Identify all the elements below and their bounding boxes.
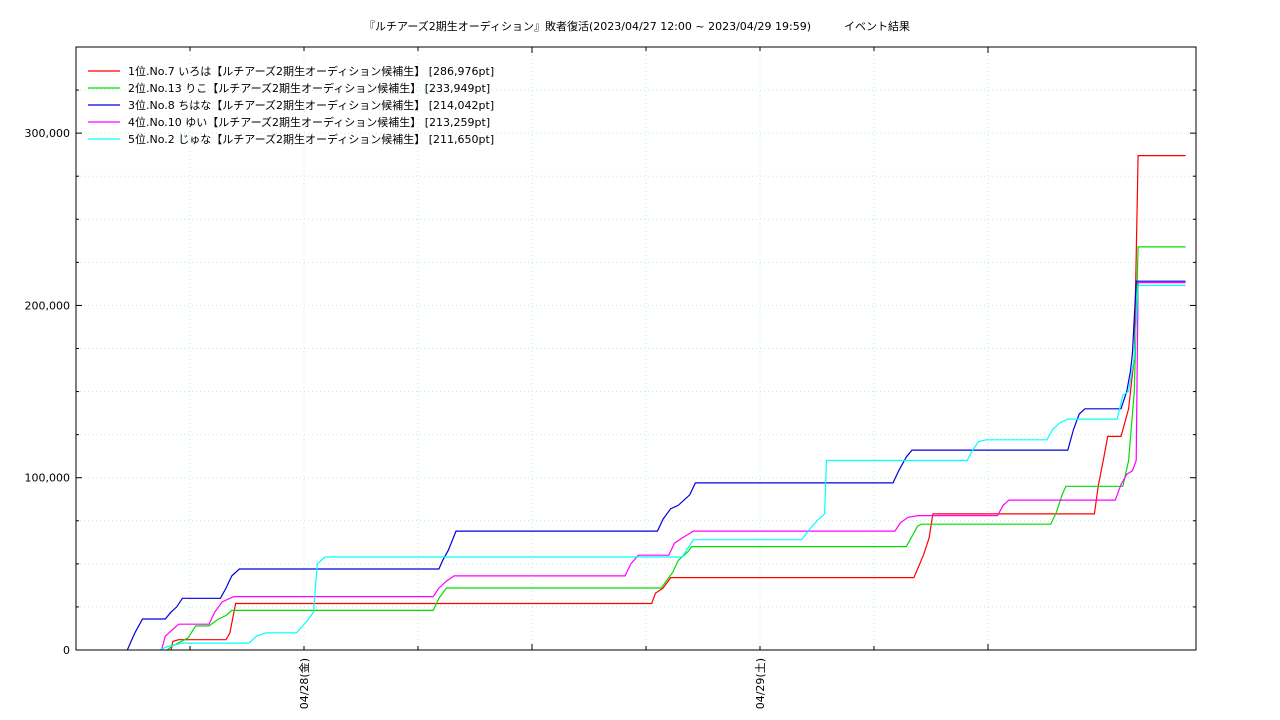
legend-label-2: 2位.No.13 りこ【ルチアーズ2期生オーディション候補生】 [233,949… [128, 81, 490, 95]
y-tick-label: 100,000 [25, 472, 71, 485]
legend-label-5: 5位.No.2 じゅな【ルチアーズ2期生オーディション候補生】 [211,650… [128, 132, 494, 146]
series-group [126, 155, 1186, 651]
series-line-2 [166, 246, 1186, 651]
legend-label-1: 1位.No.7 いろは【ルチアーズ2期生オーディション候補生】 [286,976… [128, 64, 494, 78]
legend-label-3: 3位.No.8 ちはな【ルチアーズ2期生オーディション候補生】 [214,042… [128, 98, 494, 112]
legend: 1位.No.7 いろは【ルチアーズ2期生オーディション候補生】 [286,976… [88, 64, 494, 146]
y-tick-label: 200,000 [25, 299, 71, 312]
grid [76, 47, 1196, 650]
chart-title: 『ルチアーズ2期生オーディション』敗者復活(2023/04/27 12:00 ~… [364, 19, 910, 33]
series-line-5 [159, 284, 1186, 651]
x-tick-label: 04/29(土) [754, 658, 767, 709]
axes: 0 100,000 200,000 300,000 04/28(金) 04/29(土) [25, 47, 1196, 709]
x-tick-label: 04/28(金) [297, 658, 311, 709]
y-tick-label: 0 [63, 644, 70, 657]
series-line-4 [160, 282, 1186, 651]
legend-label-4: 4位.No.10 ゆい【ルチアーズ2期生オーディション候補生】 [213,259… [128, 115, 490, 129]
y-tick-label: 300,000 [25, 127, 71, 140]
series-line-3 [126, 280, 1186, 651]
series-line-1 [170, 155, 1186, 651]
